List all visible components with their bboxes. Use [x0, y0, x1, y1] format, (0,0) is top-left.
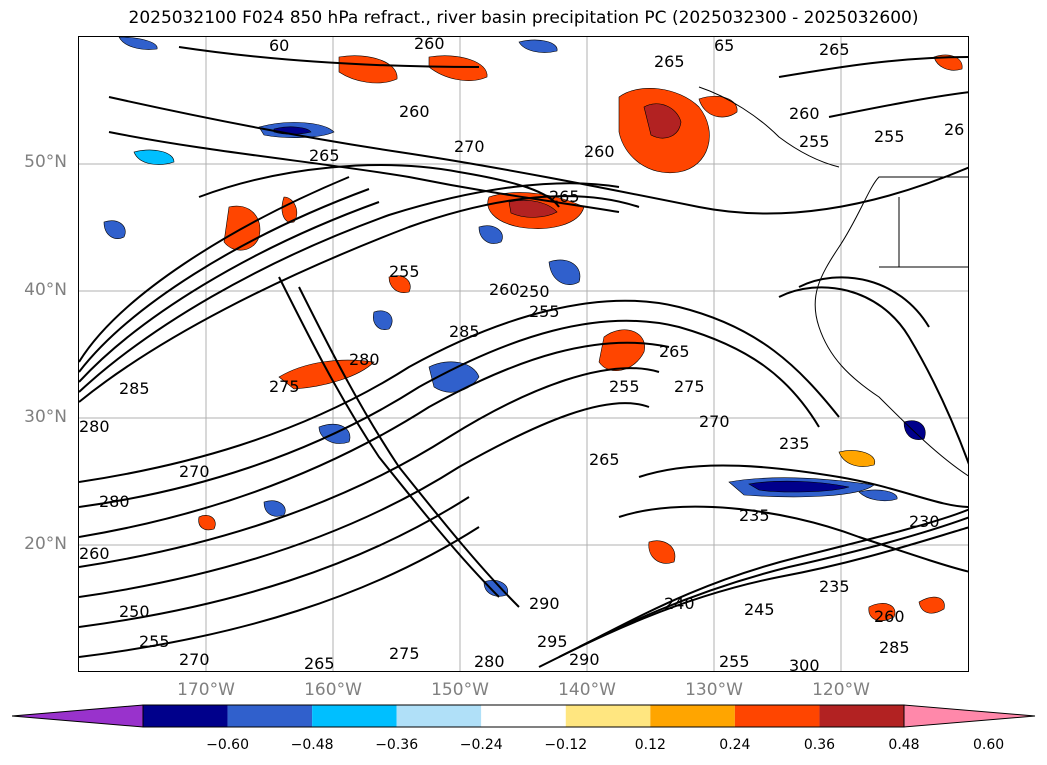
contour-label: 260: [874, 607, 905, 626]
contour-label: 250: [119, 602, 150, 621]
colorbar-tick-label: −0.36: [375, 737, 419, 753]
contour-label: 260: [414, 37, 445, 53]
colorbar-segment: [396, 705, 482, 727]
colorbar-segment: [143, 705, 228, 727]
contour-labels: 260 265 260 270 265 255 260 255 285 280 …: [79, 37, 964, 672]
lon-label-170w: 170°W: [177, 680, 235, 700]
colorbar-tick-label: −0.60: [206, 737, 249, 753]
lon-label-130w: 130°W: [685, 680, 743, 700]
contour-label: 235: [739, 506, 770, 525]
contour-label: 275: [269, 377, 300, 396]
lat-label-20n: 20°N: [24, 534, 67, 554]
contour-label: 240: [664, 594, 695, 613]
map-panel[interactable]: 260 265 260 270 265 255 260 255 285 280 …: [78, 36, 969, 672]
contour-label: 260: [79, 544, 110, 563]
contour-label: 280: [349, 350, 380, 369]
colorbar-segment: [312, 705, 397, 727]
contour-label: 285: [449, 322, 480, 341]
map-canvas: 260 265 260 270 265 255 260 255 285 280 …: [79, 37, 968, 672]
colorbar-segment: [481, 705, 566, 727]
colorbar-segment: [565, 705, 651, 727]
colorbar-extend-low: [12, 704, 144, 728]
contour-label: 235: [779, 434, 810, 453]
lat-label-40n: 40°N: [24, 280, 67, 300]
colorbar-segment: [734, 705, 820, 727]
contour-label: 60: [269, 37, 289, 55]
contour-label: 290: [529, 594, 560, 613]
lat-label-30n: 30°N: [24, 407, 67, 427]
contour-label: 230: [909, 512, 940, 531]
lon-label-120w: 120°W: [812, 680, 870, 700]
contour-label: 255: [389, 262, 420, 281]
colorbar-tick-label: 0.24: [719, 737, 751, 753]
contour-label: 280: [474, 652, 505, 671]
contour-label: 265: [309, 146, 340, 165]
colorbar-tick-label: −0.48: [290, 737, 334, 753]
colorbar-segments: [12, 704, 1036, 728]
contour-label: 245: [744, 600, 775, 619]
refractivity-contours: [79, 46, 968, 668]
contour-label: 265: [819, 40, 850, 59]
contour-label: 255: [874, 127, 905, 146]
contour-label: 26: [944, 120, 964, 139]
lon-label-150w: 150°W: [431, 680, 489, 700]
contour-label: 270: [179, 650, 210, 669]
contour-label: 255: [529, 302, 560, 321]
contour-label: 275: [389, 644, 420, 663]
contour-label: 255: [719, 652, 750, 671]
contour-label: 255: [139, 632, 170, 651]
contour-label: 260: [789, 104, 820, 123]
contour-label: 285: [879, 638, 910, 657]
colorbar-tick-label: 0.36: [803, 737, 836, 753]
lon-label-140w: 140°W: [558, 680, 616, 700]
lat-label-50n: 50°N: [24, 152, 67, 172]
contour-label: 65: [714, 37, 734, 55]
contour-label: 275: [674, 377, 705, 396]
colorbar-segment: [227, 705, 313, 727]
contour-label: 255: [609, 377, 640, 396]
colorbar-tick-label: 0.60: [972, 737, 1005, 753]
contour-label: 255: [799, 132, 830, 151]
lon-label-160w: 160°W: [304, 680, 362, 700]
colorbar-extend-high: [903, 704, 1036, 728]
contour-label: 265: [549, 187, 580, 206]
contour-label: 260: [584, 142, 615, 161]
colorbar-segment: [650, 705, 735, 727]
contour-label: 290: [569, 650, 600, 669]
colorbar: [12, 704, 1036, 728]
contour-label: 250: [519, 282, 550, 301]
contour-label: 285: [119, 379, 150, 398]
colorbar-outline: [142, 704, 905, 728]
contour-label: 270: [179, 462, 210, 481]
coastline: [698, 86, 968, 477]
precip-positive-areas: [198, 54, 963, 621]
contour-label: 280: [79, 417, 110, 436]
colorbar-tick-label: −0.12: [544, 737, 588, 753]
contour-label: 265: [659, 342, 690, 361]
contour-label: 280: [99, 492, 130, 511]
contour-label: 270: [699, 412, 730, 431]
contour-label: 300: [789, 656, 820, 672]
map-title: 2025032100 F024 850 hPa refract., river …: [128, 8, 919, 28]
contour-label: 260: [489, 280, 520, 299]
contour-label: 270: [454, 137, 485, 156]
colorbar-tick-label: 0.12: [634, 737, 666, 753]
colorbar-segment: [819, 705, 904, 727]
colorbar-tick-label: −0.24: [459, 737, 503, 753]
contour-label: 265: [589, 450, 620, 469]
contour-label: 260: [399, 102, 430, 121]
colorbar-tick-label: 0.48: [888, 737, 920, 753]
contour-label: 295: [537, 632, 568, 651]
precip-negative-areas: [103, 37, 926, 597]
contour-label: 265: [654, 52, 685, 71]
contour-label: 235: [819, 577, 850, 596]
contour-label: 265: [304, 654, 335, 672]
